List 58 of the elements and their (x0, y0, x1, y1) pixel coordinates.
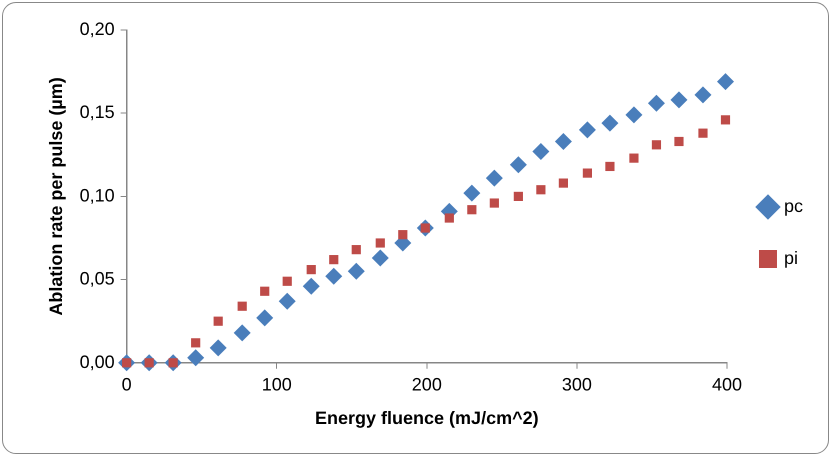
point (510, 156, 527, 174)
point (490, 198, 499, 208)
point (720, 115, 730, 124)
point (486, 170, 503, 187)
y-tick-label: 0,20 (80, 18, 115, 39)
point (652, 140, 662, 150)
point (260, 286, 270, 296)
point (372, 249, 389, 266)
point (582, 168, 592, 178)
point (554, 132, 572, 150)
point (376, 238, 385, 248)
point (558, 178, 568, 188)
y-axis-title: Ablation rate per pulse (µm) (46, 77, 66, 316)
point (674, 136, 684, 146)
x-tick-label: 0 (122, 374, 132, 395)
point (256, 309, 274, 326)
point (191, 338, 200, 348)
point (282, 276, 292, 286)
point (467, 205, 476, 214)
point (302, 278, 320, 295)
point (329, 255, 338, 264)
point (536, 185, 546, 194)
point (578, 121, 596, 138)
point (234, 324, 251, 342)
point (214, 316, 223, 326)
point (278, 292, 296, 310)
y-tick-label: 0,05 (80, 268, 115, 289)
point (648, 94, 665, 112)
legend-label: pi (784, 248, 798, 268)
y-tick-label: 0,15 (80, 102, 115, 122)
x-tick-label: 400 (712, 374, 742, 395)
point (187, 349, 204, 366)
point (532, 142, 550, 160)
point (325, 268, 342, 285)
point (306, 265, 316, 274)
point (698, 128, 708, 138)
x-tick-label: 100 (262, 374, 292, 395)
point (629, 154, 639, 163)
point (463, 184, 480, 202)
x-axis-title: Energy fluence (mJ/cm^2) (315, 408, 539, 428)
point (348, 262, 365, 280)
point (238, 302, 247, 311)
point (352, 245, 361, 254)
point (694, 86, 712, 104)
point (398, 230, 408, 240)
y-tick-label: 0,10 (80, 185, 115, 206)
point (514, 192, 523, 201)
point (210, 339, 227, 356)
x-tick-label: 200 (412, 374, 442, 395)
point (605, 162, 615, 172)
point (444, 213, 454, 223)
legend-label: pc (784, 196, 804, 216)
y-tick-label: 0,00 (80, 352, 115, 372)
point (670, 91, 688, 108)
point (716, 73, 734, 90)
x-tick-label: 300 (562, 374, 592, 395)
point (601, 114, 618, 132)
point (625, 106, 642, 124)
